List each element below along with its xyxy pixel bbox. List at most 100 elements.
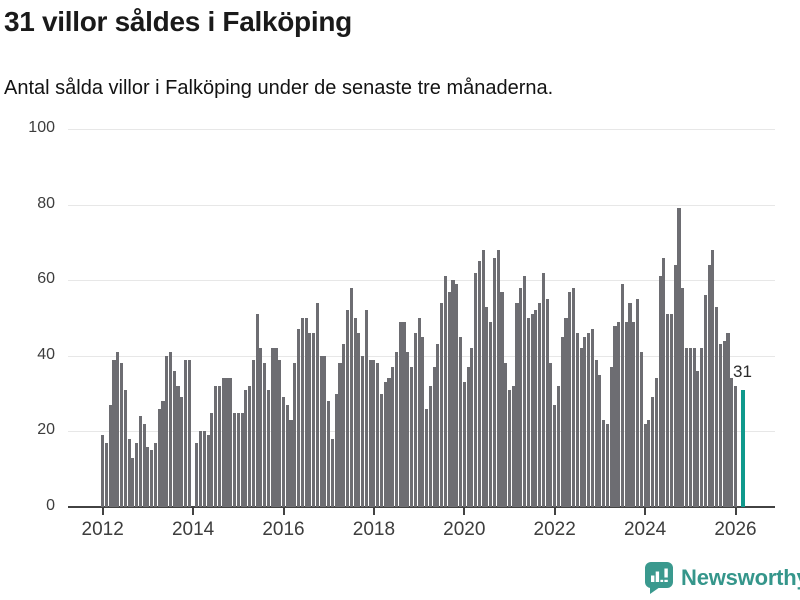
bar (165, 355, 169, 507)
bar (206, 435, 210, 507)
bar (327, 401, 331, 507)
bar (135, 442, 139, 507)
bar (718, 344, 722, 507)
bar (556, 386, 560, 507)
bar (470, 348, 474, 507)
bar (146, 446, 150, 507)
bar (127, 438, 131, 507)
bar (308, 333, 312, 507)
bar (142, 423, 146, 507)
x-axis-tick (734, 508, 737, 515)
x-axis-tick-label: 2026 (714, 519, 757, 540)
bar (707, 265, 711, 507)
newsworthy-chart-bubble-icon (645, 562, 673, 594)
bar (221, 378, 225, 507)
gridline (68, 204, 775, 206)
bar (172, 370, 176, 507)
bar (184, 359, 188, 507)
bar (730, 378, 734, 507)
bar (323, 355, 327, 507)
bar (733, 386, 738, 507)
bar (545, 299, 549, 507)
bar (481, 249, 485, 507)
bar (605, 423, 609, 507)
y-axis-tick-label: 0 (46, 497, 55, 514)
bar (477, 261, 481, 507)
bar (131, 457, 135, 507)
bar (304, 318, 308, 507)
gridline (68, 129, 775, 130)
y-axis-tick-label: 20 (37, 421, 55, 439)
bar (330, 438, 334, 507)
bar (523, 276, 527, 507)
bar (639, 352, 643, 507)
bar (511, 386, 515, 507)
x-axis-tick-label: 2016 (262, 519, 305, 540)
bar (666, 314, 670, 507)
bar (259, 348, 263, 507)
x-axis-tick-label: 2018 (352, 519, 396, 540)
y-axis-tick-label: 100 (28, 119, 55, 136)
bar (285, 404, 289, 507)
bar (349, 287, 353, 507)
bar (229, 378, 233, 507)
chart-subtitle: Antal sålda villor i Falköping under de … (4, 77, 554, 99)
bar (315, 302, 319, 507)
bar (248, 386, 252, 507)
bar (579, 348, 583, 507)
bar (391, 367, 395, 507)
bar (232, 412, 237, 507)
bar (489, 321, 493, 507)
bar (726, 333, 730, 507)
bar (195, 442, 199, 507)
bar (187, 359, 191, 507)
bar (568, 291, 572, 507)
bar (338, 363, 342, 507)
bar (500, 291, 504, 507)
bar (334, 393, 338, 507)
bar (199, 431, 203, 507)
x-axis-tick (101, 508, 104, 515)
bar (538, 302, 542, 507)
bar (628, 302, 632, 507)
bar (492, 257, 496, 507)
x-axis-tick (282, 508, 285, 515)
bar (281, 397, 286, 507)
x-axis-tick-label: 2020 (443, 519, 486, 540)
bar (715, 306, 719, 507)
bar (613, 325, 617, 507)
bar (560, 336, 564, 507)
bar (624, 321, 628, 507)
bar (443, 276, 447, 507)
bar (263, 363, 267, 507)
bar (722, 340, 726, 507)
bar (425, 408, 429, 507)
bar (496, 249, 500, 507)
bar (447, 291, 451, 507)
x-axis-tick (553, 508, 556, 515)
bar (590, 329, 594, 507)
x-axis-tick-label: 2022 (533, 519, 576, 540)
x-axis-line (68, 506, 775, 508)
bar (319, 355, 323, 507)
bar (413, 333, 417, 507)
bar (214, 386, 218, 507)
bar (274, 348, 278, 507)
bar (116, 352, 120, 507)
x-axis-tick-label: 2024 (623, 519, 667, 540)
bar (594, 359, 598, 507)
bar (312, 333, 316, 507)
bar (368, 359, 372, 507)
bar (632, 321, 636, 507)
bar (421, 336, 425, 507)
bar (342, 344, 346, 507)
bar (266, 389, 270, 507)
bar (364, 310, 368, 507)
bar (150, 450, 154, 507)
bar (703, 295, 707, 507)
bar (504, 363, 508, 507)
bar (669, 314, 673, 507)
bar (398, 321, 402, 507)
bar (451, 280, 455, 507)
x-axis-tick (192, 508, 195, 515)
